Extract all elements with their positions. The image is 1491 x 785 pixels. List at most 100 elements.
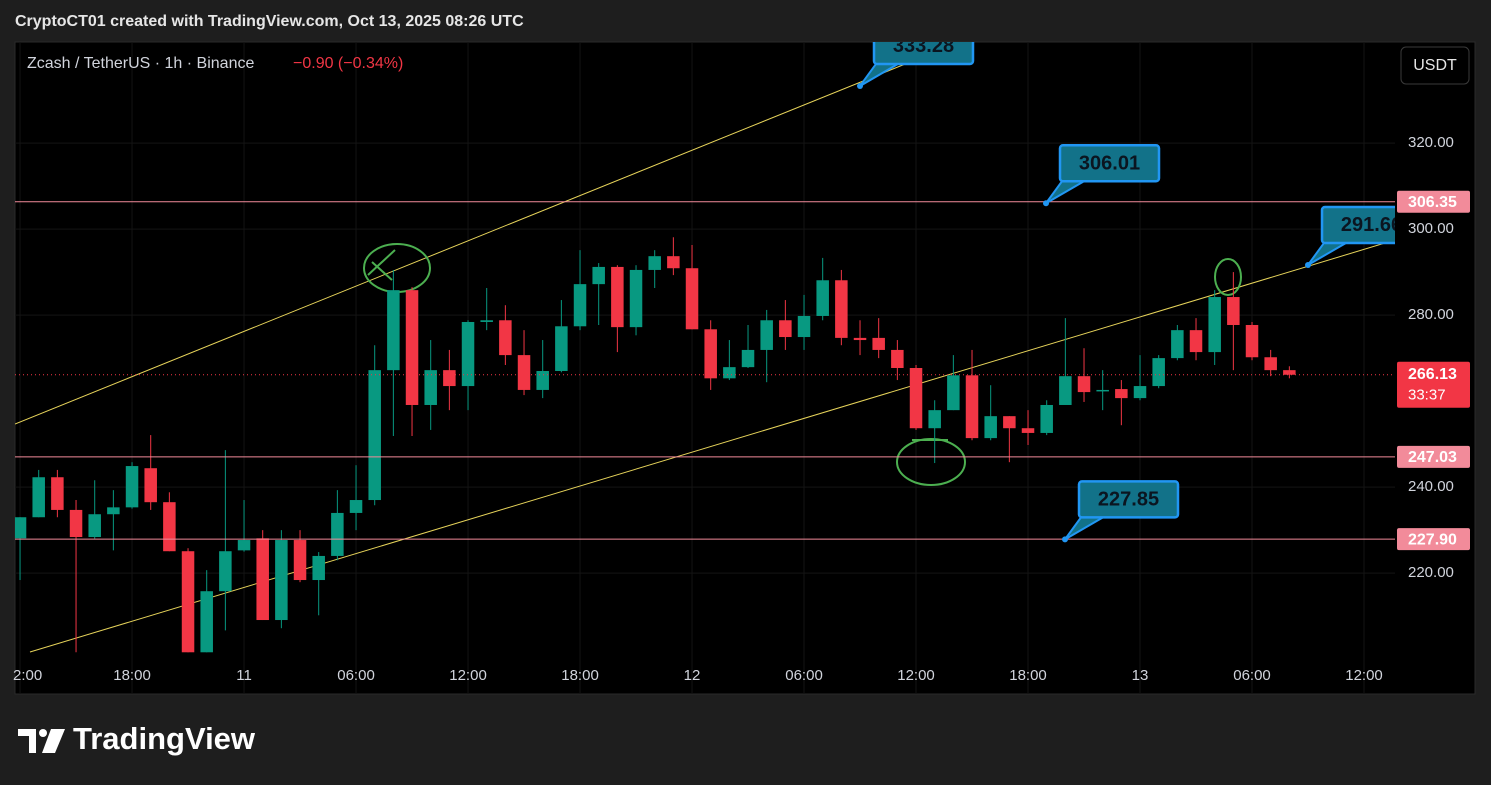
callout-box: [1077, 480, 1180, 519]
candle-body: [480, 320, 493, 322]
y-tick-label: 280.00: [1408, 306, 1454, 323]
price-label: 247.03: [1408, 449, 1457, 466]
callout-anchor: [857, 82, 863, 89]
candle-body: [648, 256, 661, 270]
candle-body: [853, 337, 867, 341]
logo-shape: [39, 729, 47, 737]
candle-body: [181, 551, 195, 653]
currency-label[interactable]: USDT: [1413, 57, 1457, 74]
candle-body: [1096, 389, 1109, 392]
y-tick-label: 300.00: [1408, 220, 1454, 237]
candle-body: [69, 509, 83, 538]
candle-body: [1264, 357, 1277, 371]
callout-label: 227.85: [1098, 489, 1159, 511]
chart-title: CryptoCT01 created with TradingView.com,…: [15, 13, 524, 30]
x-tick-label: 11: [236, 667, 252, 684]
candle-body: [499, 320, 512, 356]
x-tick-label: 06:00: [337, 667, 375, 684]
symbol-info: Zcash / TetherUS · 1h · Binance: [27, 55, 254, 72]
candle-body: [1059, 376, 1072, 405]
candle-body: [1283, 370, 1296, 375]
candle-body: [237, 540, 251, 551]
price-axis: 220.00 240.00 280.00 300.00 320.00 306.35 247.…: [1397, 134, 1470, 581]
price-label: 306.35: [1408, 194, 1457, 211]
candle-body: [1021, 428, 1035, 433]
price-label-box: [1397, 528, 1470, 551]
callout-label: 333.28: [893, 35, 954, 57]
candle-body: [424, 370, 437, 405]
candle-body: [163, 502, 176, 552]
candle-body: [779, 320, 792, 338]
price-label-box: [1397, 445, 1470, 468]
logo-shape: [18, 729, 36, 753]
candle-body: [144, 468, 157, 503]
candle-body: [1040, 404, 1053, 433]
candle-body: [15, 517, 27, 539]
candle-body: [1152, 358, 1165, 387]
candle-body: [760, 320, 773, 350]
price-label-box: [1397, 190, 1470, 213]
candle-body: [1245, 324, 1259, 358]
candle-body: [387, 290, 400, 371]
candle-body: [667, 256, 680, 269]
x-tick-label: 06:00: [1233, 667, 1271, 684]
candle-body: [88, 514, 101, 538]
candle-body: [947, 375, 960, 411]
candle-body: [443, 370, 456, 387]
x-tick-label: 2:00: [13, 667, 42, 684]
candle-body: [555, 326, 568, 372]
candle-body: [368, 370, 381, 501]
candle-body: [984, 416, 997, 439]
candle-body: [312, 555, 325, 581]
candle-body: [816, 280, 829, 316]
price-change: −0.90 (−0.34%): [293, 55, 403, 72]
last-price-label: 266.13: [1408, 366, 1457, 383]
countdown: 33:37: [1408, 387, 1446, 404]
candle-body: [573, 284, 587, 327]
x-tick-label: 18:00: [561, 667, 599, 684]
candle-body: [200, 591, 213, 653]
candle-body: [1189, 330, 1203, 353]
candle-body: [928, 410, 941, 429]
y-tick-label: 220.00: [1408, 564, 1454, 581]
currency-button[interactable]: [1400, 46, 1470, 85]
candle-body: [275, 540, 288, 621]
candle-body: [331, 512, 344, 556]
x-tick-label: 18:00: [1009, 667, 1047, 684]
candle-body: [219, 551, 232, 592]
doodle-circle: [1214, 258, 1242, 296]
candle-body: [125, 466, 139, 508]
candle-body: [32, 477, 45, 518]
candle-body: [1208, 297, 1221, 353]
trend-line: [15, 42, 962, 425]
candle-body: [1227, 297, 1240, 325]
brand-logo: TradingView: [18, 721, 256, 756]
price-label: 227.90: [1408, 531, 1457, 548]
candle-body: [704, 329, 717, 379]
callout-box: [1058, 143, 1161, 183]
candle-body: [835, 280, 848, 338]
x-tick-label: 12:00: [1345, 667, 1383, 684]
annotations: 333.28 306.01 291.66 227.85: [15, 35, 1395, 543]
callout-anchor: [1305, 261, 1311, 268]
candle-body: [872, 337, 885, 350]
candle-body: [1133, 386, 1147, 399]
candle-body: [909, 368, 923, 429]
candle-body: [1077, 376, 1091, 393]
callout-label: 306.01: [1079, 153, 1140, 175]
candle-body: [965, 375, 979, 439]
candle-body: [536, 371, 549, 390]
candle-body: [461, 321, 475, 387]
candle-body: [1171, 330, 1184, 359]
candle-body: [629, 269, 643, 328]
callout-box: [1320, 205, 1395, 245]
candle-body: [741, 349, 755, 368]
candle-body: [1003, 416, 1016, 429]
chart-panel: [14, 41, 1476, 695]
candle-body: [611, 266, 624, 328]
y-tick-label: 320.00: [1408, 134, 1454, 151]
candle-body: [723, 367, 736, 379]
candle-body: [797, 315, 811, 338]
candle-body: [256, 538, 269, 621]
